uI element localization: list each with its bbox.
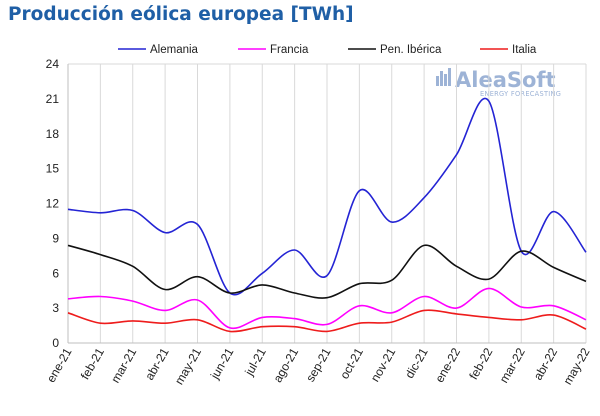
series-line-pen-ib-rica: [67, 244, 587, 299]
x-tick-label: dic-21: [402, 345, 431, 381]
x-tick-label: ene-21: [44, 345, 75, 385]
x-tick-label: feb-21: [78, 345, 107, 382]
legend-label-italia: Italia: [512, 44, 537, 56]
y-tick-label: 24: [46, 57, 60, 71]
x-tick-label: jul-21: [242, 345, 269, 379]
y-tick-label: 6: [52, 266, 59, 280]
y-tick-label: 12: [46, 197, 60, 211]
x-tick-label: mar-21: [108, 345, 139, 385]
y-tick-label: 3: [52, 301, 59, 315]
legend-label-pen-ib-rica: Pen. Ibérica: [380, 44, 442, 56]
x-tick-label: mar-22: [497, 345, 528, 385]
legend: Alemania Francia Pen. Ibérica Italia: [118, 44, 537, 56]
x-tick-label: feb-22: [466, 345, 495, 382]
x-tick-label: jun-21: [207, 345, 236, 382]
grid: [67, 63, 587, 343]
logo-mark-icon: [436, 68, 451, 86]
y-tick-label: 18: [46, 127, 60, 141]
legend-label-alemania: Alemania: [150, 44, 199, 56]
chart-title: Producción eólica europea [TWh]: [8, 4, 354, 25]
y-tick-label: 15: [46, 162, 60, 176]
series: [67, 97, 587, 333]
x-tick-label: sep-21: [303, 345, 334, 384]
y-tick-label: 9: [52, 231, 59, 245]
x-tick-label: abr-21: [142, 345, 172, 382]
aleasoft-logo: AleaSoft ENERGY FORECASTING: [436, 68, 561, 98]
logo-name: AleaSoft: [455, 68, 556, 92]
series-line-italia: [67, 309, 587, 333]
x-tick-label: nov-21: [368, 345, 399, 384]
x-tick-label: abr-22: [531, 345, 561, 382]
logo-tagline: ENERGY FORECASTING: [480, 90, 561, 98]
x-tick-label: may-21: [172, 345, 204, 387]
x-tick-label: oct-21: [337, 345, 366, 381]
y-tick-label: 21: [46, 92, 60, 106]
legend-label-francia: Francia: [270, 44, 309, 56]
x-tick-label: ene-22: [432, 345, 463, 385]
series-line-francia: [67, 287, 587, 330]
x-tick-label: may-22: [560, 345, 592, 387]
series-line-alemania: [67, 97, 587, 296]
y-tick-label: 0: [52, 336, 59, 350]
x-tick-label: ago-21: [270, 345, 301, 385]
